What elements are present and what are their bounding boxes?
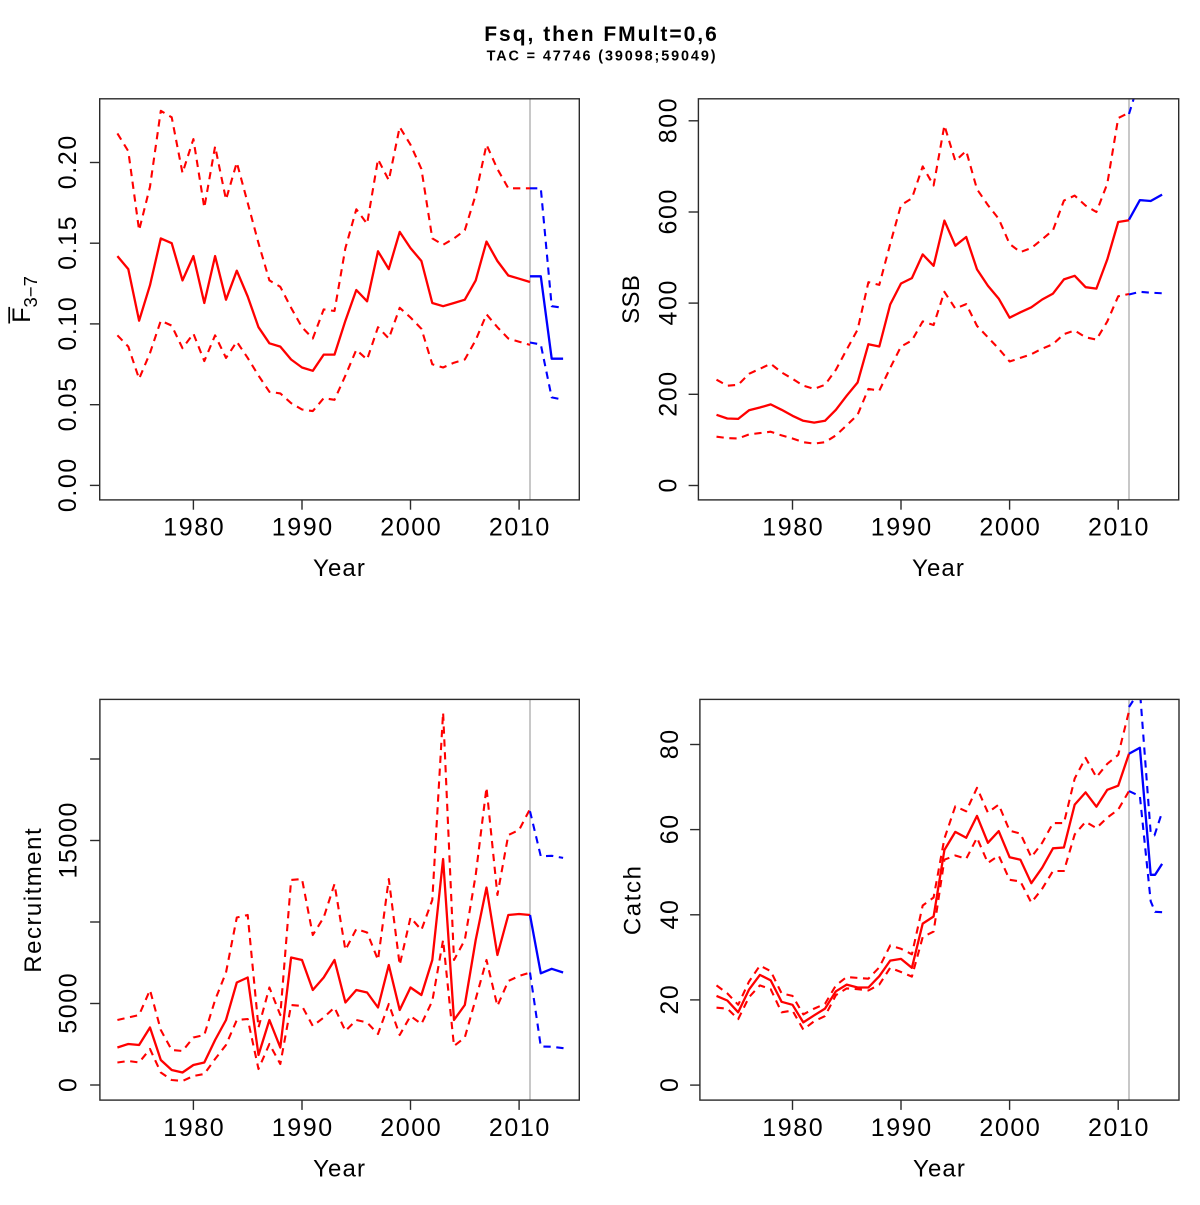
svg-text:TAC = 47746 (39098;59049): TAC = 47746 (39098;59049) <box>487 49 718 65</box>
svg-text:1980: 1980 <box>762 514 824 542</box>
svg-text:800: 800 <box>654 97 682 144</box>
svg-text:600: 600 <box>654 188 682 235</box>
svg-text:0.00: 0.00 <box>54 457 82 512</box>
svg-text:Year: Year <box>313 1155 366 1182</box>
svg-text:200: 200 <box>654 370 682 417</box>
svg-text:2000: 2000 <box>979 1114 1041 1142</box>
svg-text:Recruitment: Recruitment <box>20 827 47 973</box>
svg-text:400: 400 <box>654 279 682 326</box>
svg-text:0: 0 <box>654 477 682 493</box>
svg-text:Catch: Catch <box>619 864 646 935</box>
svg-text:2010: 2010 <box>489 1114 551 1142</box>
svg-text:2000: 2000 <box>380 1114 442 1142</box>
svg-text:2010: 2010 <box>1088 1114 1150 1142</box>
svg-text:1990: 1990 <box>871 514 933 542</box>
svg-text:60: 60 <box>656 813 684 844</box>
svg-text:15000: 15000 <box>54 801 82 879</box>
svg-text:2010: 2010 <box>489 514 551 542</box>
svg-text:0: 0 <box>656 1077 684 1093</box>
svg-text:0: 0 <box>54 1076 82 1092</box>
svg-text:1990: 1990 <box>272 1114 334 1142</box>
svg-text:2010: 2010 <box>1088 514 1150 542</box>
svg-text:Year: Year <box>913 1155 966 1182</box>
svg-text:2000: 2000 <box>380 514 442 542</box>
svg-text:0.20: 0.20 <box>54 134 82 189</box>
svg-text:F3−7: F3−7 <box>8 276 41 323</box>
svg-text:1980: 1980 <box>163 514 225 542</box>
svg-text:0.10: 0.10 <box>54 296 82 351</box>
svg-text:Fsq, then FMult=0,6: Fsq, then FMult=0,6 <box>484 23 719 46</box>
svg-text:40: 40 <box>656 898 684 929</box>
svg-text:Year: Year <box>912 555 965 582</box>
svg-text:0.15: 0.15 <box>54 215 82 270</box>
svg-text:1990: 1990 <box>272 514 334 542</box>
svg-text:Year: Year <box>313 555 366 582</box>
svg-text:SSB: SSB <box>618 275 645 324</box>
svg-text:2000: 2000 <box>979 514 1041 542</box>
svg-text:5000: 5000 <box>54 972 82 1034</box>
svg-text:0.05: 0.05 <box>54 376 82 431</box>
svg-text:1990: 1990 <box>871 1114 933 1142</box>
svg-text:1980: 1980 <box>762 1114 824 1142</box>
svg-text:1980: 1980 <box>163 1114 225 1142</box>
svg-text:80: 80 <box>656 728 684 759</box>
svg-text:20: 20 <box>656 984 684 1015</box>
